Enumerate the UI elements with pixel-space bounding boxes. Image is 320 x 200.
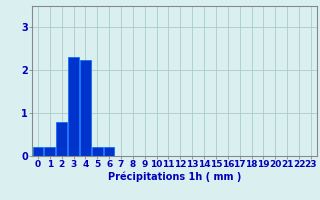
Bar — [92, 147, 103, 156]
Bar — [56, 122, 67, 156]
Bar — [33, 147, 43, 156]
Bar — [80, 60, 91, 156]
Bar — [68, 57, 79, 156]
Bar — [104, 147, 115, 156]
Bar — [44, 147, 55, 156]
X-axis label: Précipitations 1h ( mm ): Précipitations 1h ( mm ) — [108, 172, 241, 182]
